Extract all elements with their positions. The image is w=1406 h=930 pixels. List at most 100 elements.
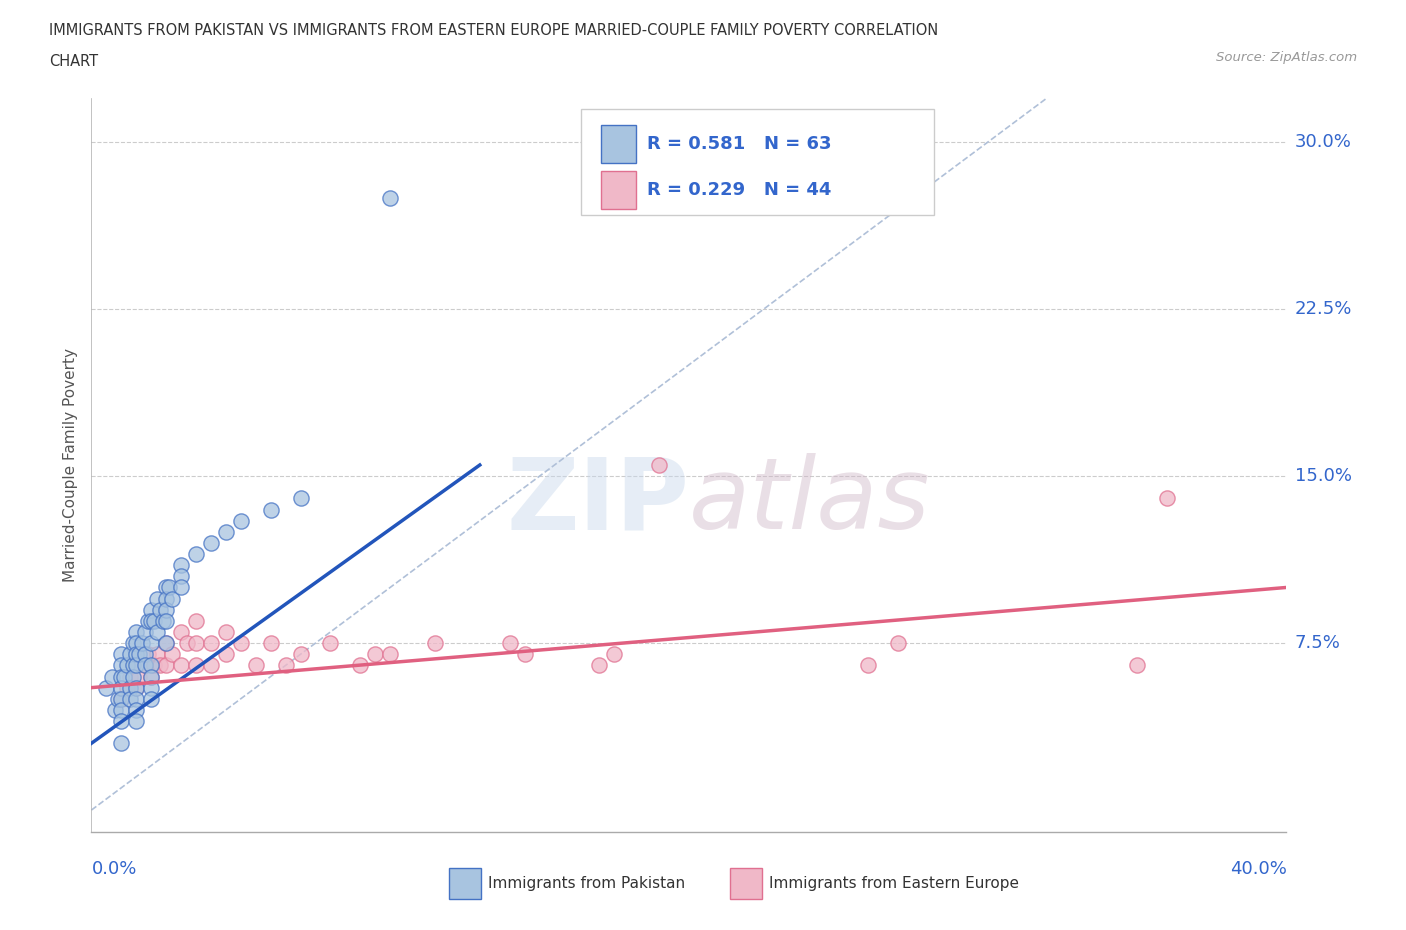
- Text: R = 0.229   N = 44: R = 0.229 N = 44: [647, 180, 831, 199]
- Point: [858, 658, 880, 672]
- Point: [125, 658, 148, 672]
- Text: atlas: atlas: [689, 453, 931, 551]
- Point: [134, 625, 156, 640]
- Point: [200, 658, 222, 672]
- Text: Source: ZipAtlas.com: Source: ZipAtlas.com: [1216, 51, 1357, 64]
- Point: [120, 669, 142, 684]
- Point: [101, 669, 124, 684]
- Text: 0.0%: 0.0%: [91, 860, 136, 878]
- Point: [215, 646, 238, 661]
- Point: [125, 691, 148, 706]
- Point: [146, 625, 169, 640]
- Point: [319, 636, 342, 651]
- Point: [170, 658, 193, 672]
- Point: [141, 658, 163, 672]
- Point: [170, 580, 193, 595]
- Point: [155, 580, 177, 595]
- Point: [141, 636, 163, 651]
- Point: [648, 458, 671, 472]
- Point: [184, 658, 207, 672]
- Point: [155, 658, 177, 672]
- Point: [155, 603, 177, 618]
- Point: [149, 658, 172, 672]
- Point: [146, 591, 169, 606]
- Point: [110, 669, 132, 684]
- Point: [259, 636, 281, 651]
- Point: [141, 614, 163, 629]
- Point: [200, 536, 222, 551]
- Point: [155, 591, 177, 606]
- Point: [215, 625, 238, 640]
- Point: [157, 580, 180, 595]
- Point: [160, 591, 183, 606]
- Point: [107, 691, 129, 706]
- Point: [134, 646, 156, 661]
- Point: [380, 646, 402, 661]
- Y-axis label: Married-Couple Family Poverty: Married-Couple Family Poverty: [63, 348, 79, 582]
- Point: [380, 191, 402, 206]
- Point: [125, 636, 148, 651]
- Point: [1156, 491, 1178, 506]
- Point: [229, 513, 252, 528]
- Text: 22.5%: 22.5%: [1295, 300, 1353, 318]
- Point: [184, 547, 207, 562]
- FancyBboxPatch shape: [600, 170, 637, 209]
- Point: [141, 603, 163, 618]
- Point: [215, 525, 238, 539]
- Text: R = 0.581   N = 63: R = 0.581 N = 63: [647, 135, 831, 153]
- Point: [149, 603, 172, 618]
- Text: IMMIGRANTS FROM PAKISTAN VS IMMIGRANTS FROM EASTERN EUROPE MARRIED-COUPLE FAMILY: IMMIGRANTS FROM PAKISTAN VS IMMIGRANTS F…: [49, 23, 938, 38]
- Point: [588, 658, 610, 672]
- Point: [170, 569, 193, 584]
- Point: [364, 646, 387, 661]
- Point: [170, 558, 193, 573]
- FancyBboxPatch shape: [449, 869, 481, 899]
- Point: [125, 680, 148, 695]
- Point: [155, 636, 177, 651]
- Point: [499, 636, 522, 651]
- Text: 40.0%: 40.0%: [1230, 860, 1286, 878]
- Point: [184, 614, 207, 629]
- Point: [120, 691, 142, 706]
- Point: [143, 614, 166, 629]
- Point: [125, 713, 148, 728]
- Point: [146, 646, 169, 661]
- Point: [134, 658, 156, 672]
- Point: [125, 625, 148, 640]
- Point: [110, 680, 132, 695]
- Text: ZIP: ZIP: [506, 453, 689, 551]
- Point: [229, 636, 252, 651]
- Point: [112, 669, 135, 684]
- Point: [110, 713, 132, 728]
- Point: [290, 491, 312, 506]
- Point: [274, 658, 297, 672]
- Point: [155, 636, 177, 651]
- Point: [120, 680, 142, 695]
- Text: Immigrants from Eastern Europe: Immigrants from Eastern Europe: [769, 876, 1019, 891]
- Point: [423, 636, 446, 651]
- Point: [128, 646, 150, 661]
- Point: [136, 614, 159, 629]
- Point: [141, 680, 163, 695]
- Text: CHART: CHART: [49, 54, 98, 69]
- Point: [122, 669, 145, 684]
- Point: [125, 680, 148, 695]
- Point: [122, 658, 145, 672]
- Point: [120, 646, 142, 661]
- Text: 30.0%: 30.0%: [1295, 133, 1351, 152]
- Point: [125, 646, 148, 661]
- Point: [110, 691, 132, 706]
- Point: [128, 669, 150, 684]
- Point: [152, 614, 174, 629]
- Point: [200, 636, 222, 651]
- Point: [110, 691, 132, 706]
- Point: [134, 658, 156, 672]
- Point: [141, 691, 163, 706]
- Point: [290, 646, 312, 661]
- Point: [136, 646, 159, 661]
- Text: 15.0%: 15.0%: [1295, 467, 1351, 485]
- Point: [122, 636, 145, 651]
- Point: [96, 680, 118, 695]
- FancyBboxPatch shape: [730, 869, 762, 899]
- Point: [259, 502, 281, 517]
